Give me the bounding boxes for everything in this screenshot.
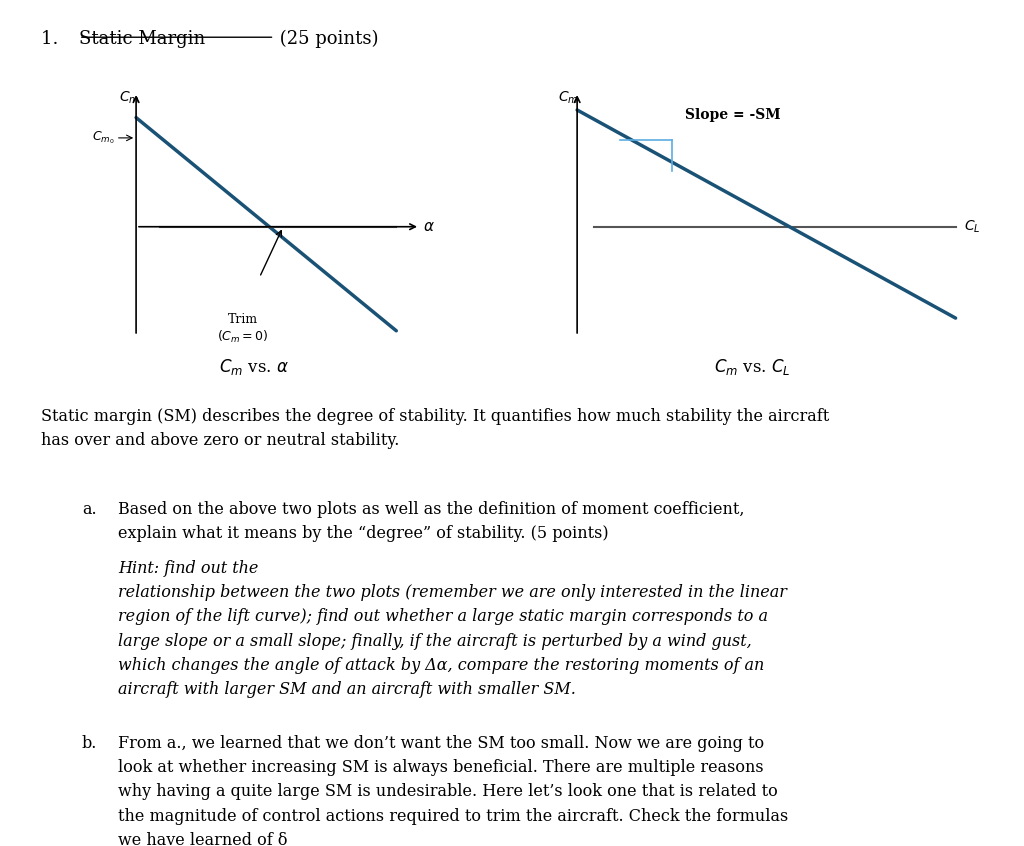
Text: $C_L$: $C_L$: [965, 218, 981, 235]
Text: (25 points): (25 points): [274, 30, 379, 48]
Text: $C_{m_0}$: $C_{m_0}$: [92, 129, 115, 146]
Text: Slope = -SM: Slope = -SM: [685, 108, 780, 122]
Text: Static Margin: Static Margin: [79, 30, 205, 47]
Text: $C_m$: $C_m$: [558, 90, 579, 106]
Text: Based on the above two plots as well as the definition of moment coefficient,
ex: Based on the above two plots as well as …: [118, 501, 744, 542]
Text: Trim
$(C_m=0)$: Trim $(C_m=0)$: [217, 313, 268, 344]
Text: $C_m$ vs. $\alpha$: $C_m$ vs. $\alpha$: [219, 357, 289, 377]
Text: 1.: 1.: [41, 30, 70, 47]
Text: Hint: find out the
relationship between the two plots (remember we are only inte: Hint: find out the relationship between …: [118, 560, 786, 698]
Text: Static margin (SM) describes the degree of stability. It quantifies how much sta: Static margin (SM) describes the degree …: [41, 408, 829, 449]
Text: $C_m$ vs. $C_L$: $C_m$ vs. $C_L$: [715, 357, 791, 377]
Text: b.: b.: [82, 735, 97, 752]
Text: From a., we learned that we don’t want the SM too small. Now we are going to
loo: From a., we learned that we don’t want t…: [118, 735, 788, 846]
Text: a.: a.: [82, 501, 96, 518]
Text: $C_m$: $C_m$: [119, 90, 139, 106]
Text: $\alpha$: $\alpha$: [423, 220, 435, 233]
